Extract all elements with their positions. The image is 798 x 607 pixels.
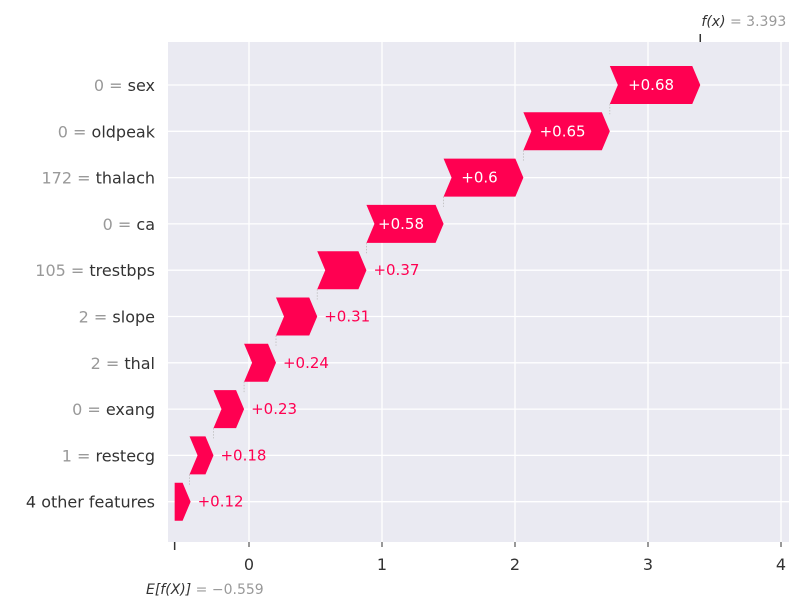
feature-label: 1 = restecg bbox=[62, 446, 155, 465]
feature-label: 0 = oldpeak bbox=[58, 122, 156, 141]
feature-label: 4 other features bbox=[26, 493, 155, 512]
bar-trestbps bbox=[317, 251, 367, 290]
x-tick-label: 4 bbox=[776, 555, 786, 574]
feature-label: 2 = thal bbox=[91, 354, 155, 373]
feature-label: 105 = trestbps bbox=[35, 261, 155, 280]
x-tick-label: 1 bbox=[377, 555, 387, 574]
feature-name: thalach bbox=[96, 169, 155, 188]
bar-slope bbox=[275, 297, 318, 336]
feature-label: 2 = slope bbox=[79, 308, 155, 327]
bar-value-label: +0.23 bbox=[251, 400, 297, 418]
feature-label: 0 = sex bbox=[94, 76, 155, 95]
x-tick-label: 3 bbox=[643, 555, 653, 574]
feature-value: 0 = bbox=[94, 76, 128, 95]
bar-value-labels: +0.68 +0.65 +0.6 +0.58 +0.37 +0.31 +0.24 +0.23 +… bbox=[198, 76, 674, 511]
bar-value-label: +0.68 bbox=[628, 76, 674, 94]
bar-value-label: +0.31 bbox=[324, 308, 370, 326]
feature-value: 1 = bbox=[62, 446, 96, 465]
bar-thal bbox=[244, 343, 276, 382]
feature-name: oldpeak bbox=[92, 122, 156, 141]
bar-exang bbox=[213, 390, 245, 429]
base-label: E[f(X)] bbox=[146, 582, 191, 598]
feature-name: exang bbox=[106, 400, 155, 419]
feature-value: 2 = bbox=[91, 354, 125, 373]
bar-value-label: +0.12 bbox=[198, 493, 244, 511]
feature-label: 172 = thalach bbox=[41, 169, 155, 188]
feature-name: thal bbox=[124, 354, 155, 373]
fx-value: = 3.393 bbox=[726, 14, 787, 30]
x-tick-label: 2 bbox=[510, 555, 520, 574]
bar-value-label: +0.65 bbox=[540, 122, 586, 140]
bar-value-label: +0.58 bbox=[378, 215, 424, 233]
feature-name: restecg bbox=[96, 446, 155, 465]
bar-ca bbox=[366, 204, 444, 243]
bar-value-label: +0.37 bbox=[373, 261, 419, 279]
x-axis: 0 1 2 3 4 bbox=[244, 542, 786, 574]
feature-name: ca bbox=[136, 215, 155, 234]
bar-value-label: +0.24 bbox=[283, 354, 329, 372]
feature-name: 4 other features bbox=[26, 493, 155, 512]
bar-value-label: +0.18 bbox=[220, 446, 266, 464]
feature-value: 105 = bbox=[35, 261, 89, 280]
bar-thalach bbox=[443, 158, 524, 197]
fx-annotation: f(x) = 3.393 bbox=[701, 14, 786, 30]
x-tick-label: 0 bbox=[244, 555, 254, 574]
fx-label: f(x) bbox=[701, 14, 725, 30]
plot-background bbox=[168, 42, 789, 542]
feature-value: 0 = bbox=[103, 215, 137, 234]
feature-label: 0 = exang bbox=[72, 400, 155, 419]
bar-oldpeak bbox=[523, 112, 610, 151]
feature-value: 0 = bbox=[58, 122, 92, 141]
base-value: = −0.559 bbox=[191, 582, 263, 598]
bar-sex bbox=[609, 66, 701, 104]
bar-restecg bbox=[189, 436, 214, 475]
feature-name: slope bbox=[112, 308, 155, 327]
feature-value: 0 = bbox=[72, 400, 106, 419]
bar-value-label: +0.6 bbox=[461, 169, 497, 187]
feature-name: trestbps bbox=[89, 261, 155, 280]
bars bbox=[174, 66, 701, 521]
feature-value: 172 = bbox=[41, 169, 95, 188]
feature-value: 2 = bbox=[79, 308, 113, 327]
bar-4-other-features bbox=[174, 482, 191, 521]
grid-lines bbox=[168, 42, 789, 542]
feature-name: sex bbox=[128, 76, 155, 95]
base-annotation: E[f(X)] = −0.559 bbox=[146, 582, 264, 598]
feature-label: 0 = ca bbox=[103, 215, 155, 234]
